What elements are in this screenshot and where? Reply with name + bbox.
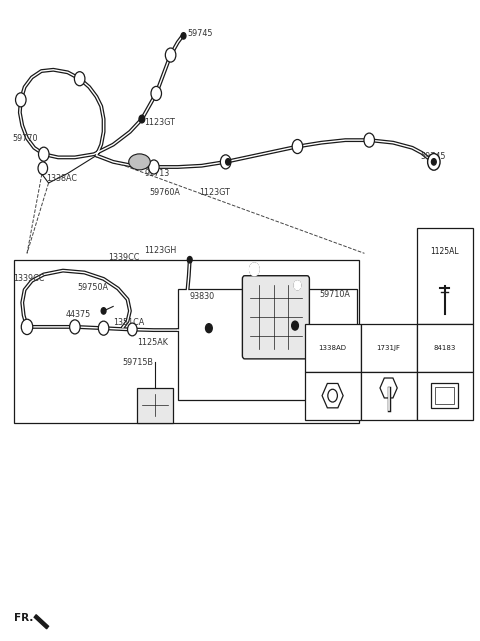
Text: 59711B: 59711B — [271, 302, 302, 311]
Text: 1339CC: 1339CC — [108, 253, 140, 262]
Circle shape — [149, 160, 159, 174]
Text: 1339CC: 1339CC — [12, 274, 44, 283]
Text: 84183: 84183 — [433, 345, 456, 351]
Circle shape — [292, 140, 303, 154]
Text: 1338AC: 1338AC — [46, 174, 77, 183]
Text: 59750A: 59750A — [77, 283, 108, 292]
Text: 1123GT: 1123GT — [144, 118, 175, 127]
Text: 1125AL: 1125AL — [430, 247, 459, 256]
Text: 1125AK: 1125AK — [137, 338, 168, 347]
Circle shape — [74, 72, 85, 86]
Circle shape — [101, 308, 106, 314]
Circle shape — [294, 281, 301, 290]
Circle shape — [38, 147, 49, 162]
Bar — [417, 372, 473, 420]
Circle shape — [15, 93, 26, 107]
Text: 1339CD: 1339CD — [271, 292, 303, 301]
Text: 59745: 59745 — [420, 153, 445, 162]
Text: 1351CA: 1351CA — [113, 318, 144, 327]
Circle shape — [128, 323, 137, 336]
Circle shape — [292, 321, 299, 330]
Text: 93830: 93830 — [190, 292, 215, 301]
Text: 44375: 44375 — [65, 310, 91, 319]
Text: 59715B: 59715B — [123, 358, 154, 367]
Circle shape — [38, 162, 48, 174]
Circle shape — [432, 159, 436, 165]
Text: 59760A: 59760A — [149, 188, 180, 197]
FancyBboxPatch shape — [242, 276, 310, 359]
Bar — [137, 388, 173, 423]
Circle shape — [151, 87, 161, 101]
Text: 1731JF: 1731JF — [377, 345, 401, 351]
Text: 1123GH: 1123GH — [144, 246, 177, 254]
Circle shape — [294, 281, 301, 290]
Circle shape — [139, 115, 145, 123]
Text: 1123GT: 1123GT — [199, 188, 230, 197]
Ellipse shape — [129, 154, 150, 170]
Bar — [417, 324, 473, 372]
Polygon shape — [34, 615, 48, 629]
Bar — [431, 383, 458, 408]
Text: 59745: 59745 — [187, 29, 213, 38]
Circle shape — [98, 321, 109, 335]
Bar — [360, 372, 417, 420]
Circle shape — [226, 159, 230, 165]
Circle shape — [220, 155, 231, 169]
Bar — [305, 324, 360, 372]
Circle shape — [21, 319, 33, 335]
Text: 1338AD: 1338AD — [319, 345, 347, 351]
Circle shape — [165, 48, 176, 62]
Circle shape — [205, 324, 212, 333]
Circle shape — [250, 263, 259, 276]
Circle shape — [187, 256, 192, 263]
Bar — [14, 260, 359, 423]
Text: 59770: 59770 — [12, 135, 38, 144]
Circle shape — [364, 133, 374, 147]
Bar — [417, 228, 473, 324]
Circle shape — [250, 263, 259, 276]
Bar — [305, 372, 360, 420]
Circle shape — [328, 389, 337, 402]
Text: 91713: 91713 — [144, 169, 169, 178]
Text: 59710A: 59710A — [319, 290, 350, 299]
Text: FR.: FR. — [14, 613, 34, 623]
Circle shape — [428, 154, 440, 171]
Bar — [178, 288, 357, 401]
Circle shape — [181, 33, 186, 39]
Bar — [360, 324, 417, 372]
Bar — [435, 387, 454, 404]
Circle shape — [70, 320, 80, 334]
